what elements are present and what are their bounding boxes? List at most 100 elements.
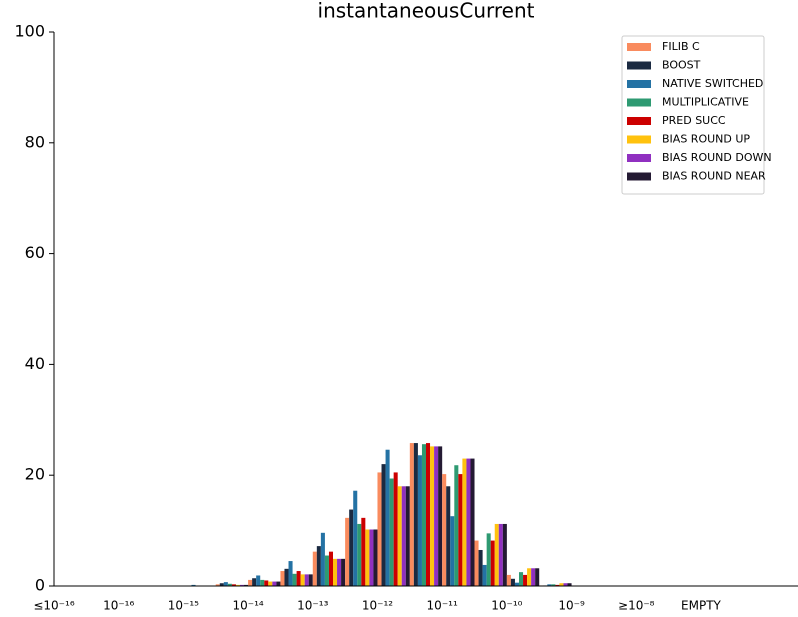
- bar: [324, 555, 329, 586]
- x-tick-label: 10⁻⁹: [558, 599, 585, 613]
- legend-label: FILIB C: [662, 40, 700, 53]
- bar: [486, 533, 491, 586]
- bar: [272, 581, 277, 586]
- bar: [377, 472, 382, 586]
- chart-title: instantaneousCurrent: [318, 0, 535, 23]
- bar: [385, 449, 390, 586]
- legend-label: BIAS ROUND NEAR: [662, 170, 766, 183]
- bar: [430, 446, 435, 586]
- x-tick-label: 10⁻¹⁰: [491, 599, 522, 613]
- bar: [191, 584, 196, 586]
- bar: [527, 568, 532, 586]
- bar: [288, 561, 293, 586]
- bar: [563, 583, 568, 586]
- bar: [421, 444, 426, 586]
- legend-label: PRED SUCC: [662, 114, 726, 127]
- bar: [252, 578, 257, 586]
- bar: [280, 571, 285, 586]
- bar: [555, 584, 560, 586]
- bar: [361, 517, 366, 586]
- bar: [393, 472, 398, 586]
- bar: [567, 583, 572, 586]
- x-tick-label: 10⁻¹³: [297, 599, 328, 613]
- bar: [300, 574, 305, 586]
- bar: [514, 582, 519, 586]
- bar: [482, 564, 487, 586]
- bar: [474, 540, 479, 586]
- x-tick-label: EMPTY: [681, 599, 722, 613]
- legend-label: MULTIPLICATIVE: [662, 96, 749, 109]
- bar: [458, 474, 463, 586]
- legend-label: BIAS ROUND UP: [662, 133, 750, 146]
- bar: [462, 458, 467, 586]
- bar: [426, 443, 431, 586]
- bar: [502, 523, 507, 586]
- bar: [454, 465, 459, 586]
- bar: [466, 458, 471, 586]
- bar: [519, 572, 524, 586]
- y-tick-label: 20: [25, 465, 45, 484]
- bar: [535, 568, 540, 586]
- bar: [510, 578, 515, 586]
- bar: [559, 583, 564, 586]
- bar: [547, 584, 552, 586]
- bar: [470, 458, 475, 586]
- legend-swatch: [627, 135, 651, 144]
- bar: [357, 523, 362, 586]
- bar: [446, 486, 451, 586]
- bar: [434, 446, 439, 586]
- x-tick-label: 10⁻¹⁴: [232, 599, 263, 613]
- bar: [264, 580, 269, 586]
- bar: [256, 575, 261, 586]
- bar: [215, 584, 220, 586]
- x-tick-label: 10⁻¹⁵: [168, 599, 199, 613]
- bar: [248, 579, 253, 586]
- bar: [235, 584, 240, 586]
- legend-swatch: [627, 117, 651, 125]
- bar: [373, 529, 378, 586]
- bar: [450, 516, 455, 586]
- bar: [284, 568, 289, 586]
- bar: [231, 584, 236, 586]
- x-tick-label: ≥10⁻⁸: [618, 599, 655, 613]
- bar: [223, 582, 228, 586]
- x-tick-label: ≤10⁻¹⁶: [33, 599, 74, 613]
- legend-box: [621, 35, 765, 195]
- legend: FILIB C BOOST NATIVE SWITCHED MULTIPLICATIV…: [621, 35, 772, 195]
- bar: [227, 583, 232, 586]
- bar: [244, 584, 249, 586]
- y-tick-label: 60: [25, 243, 45, 262]
- bar: [409, 443, 414, 586]
- bar: [276, 581, 281, 586]
- bar: [345, 517, 350, 586]
- x-tick-label: 10⁻¹⁶: [103, 599, 134, 613]
- bar: [320, 532, 325, 586]
- y-tick-label: 100: [14, 22, 45, 41]
- legend-label: BOOST: [662, 59, 701, 72]
- bar: [498, 523, 503, 586]
- legend-swatch: [627, 154, 651, 162]
- bar: [381, 464, 386, 586]
- bar: [308, 574, 313, 586]
- legend-swatch: [627, 98, 651, 107]
- bar: [341, 558, 346, 586]
- bar: [417, 455, 422, 586]
- bar: [523, 574, 528, 586]
- bar: [268, 581, 273, 586]
- bar: [413, 443, 418, 586]
- legend-swatch: [627, 172, 651, 181]
- bar: [551, 584, 556, 586]
- bar: [442, 474, 447, 586]
- x-tick-label: 10⁻¹²: [362, 599, 393, 613]
- bar: [494, 523, 499, 586]
- bar: [405, 486, 410, 586]
- bar: [506, 574, 511, 586]
- bar: [490, 540, 495, 586]
- bar: [353, 490, 358, 586]
- bar: [333, 558, 338, 586]
- legend-swatch: [627, 61, 651, 70]
- y-tick-label: 0: [35, 576, 45, 595]
- bar: [397, 486, 402, 586]
- bar: [240, 584, 245, 586]
- legend-swatch: [627, 80, 651, 88]
